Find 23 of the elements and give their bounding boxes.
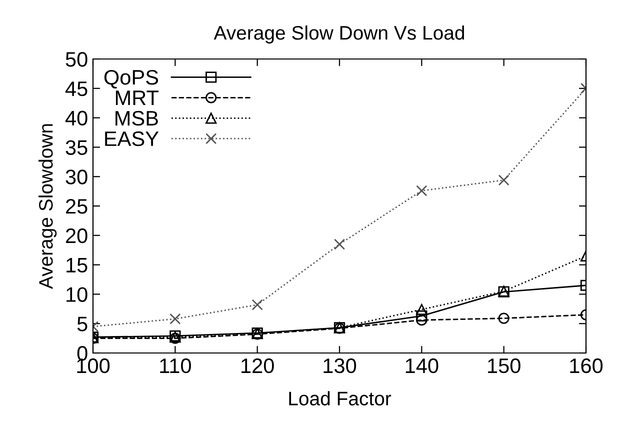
legend-label: MRT [116, 90, 159, 105]
legend-label: QoPS [104, 70, 158, 88]
x-tick-label: 110 [160, 358, 191, 374]
y-tick-label: 50 [66, 52, 88, 67]
legend-label: MSB [116, 110, 158, 126]
y-tick-label: 25 [66, 199, 88, 214]
y-axis-title: Average Slowdown [38, 124, 57, 290]
y-tick-label: 40 [65, 110, 88, 126]
x-tick-label: 160 [570, 358, 603, 374]
y-tick-label: 10 [66, 287, 88, 302]
chart-title: Average Slow Down Vs Load [214, 25, 464, 44]
x-tick-label: 150 [488, 358, 520, 374]
x-tick-label: 120 [242, 358, 274, 374]
x-tick-label: 130 [324, 358, 356, 374]
y-tick-label: 30 [66, 170, 88, 184]
y-tick-label: 5 [77, 316, 88, 332]
legend-label: EASY [105, 131, 159, 146]
y-tick-label: 20 [66, 228, 88, 244]
y-tick-label: 45 [65, 82, 88, 96]
x-tick-label: 140 [406, 358, 438, 374]
y-tick-label: 35 [66, 140, 88, 155]
y-tick-label: 15 [66, 258, 88, 273]
x-axis-title: Load Factor [289, 391, 392, 406]
